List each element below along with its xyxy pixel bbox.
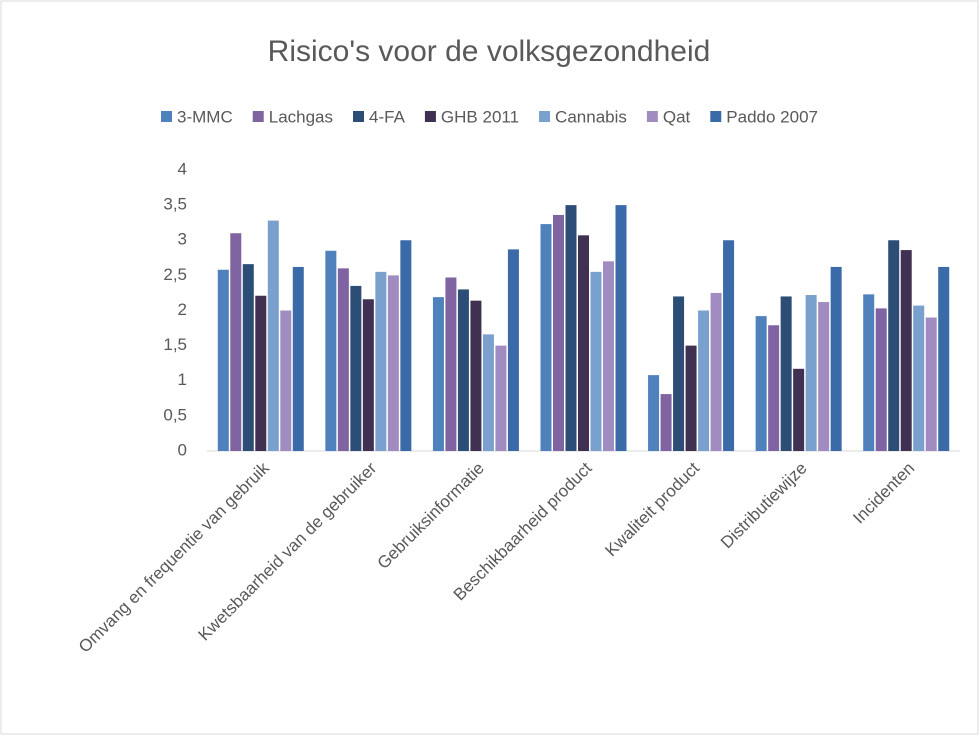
bar bbox=[457, 289, 469, 451]
legend-swatch bbox=[539, 111, 551, 122]
y-tick-label: 2,5 bbox=[163, 265, 187, 284]
bar bbox=[280, 310, 292, 451]
bar bbox=[660, 394, 672, 451]
bar bbox=[875, 308, 887, 451]
legend-label: Lachgas bbox=[269, 107, 333, 126]
bar bbox=[648, 375, 660, 451]
legend-label: GHB 2011 bbox=[441, 107, 519, 126]
bar bbox=[350, 285, 362, 451]
bar bbox=[938, 266, 950, 451]
bar bbox=[830, 266, 842, 451]
y-tick-label: 1 bbox=[178, 370, 187, 389]
bar bbox=[578, 235, 589, 451]
bar bbox=[723, 240, 735, 451]
y-tick-label: 0,5 bbox=[163, 405, 187, 424]
bar bbox=[495, 345, 507, 451]
bar bbox=[242, 264, 254, 451]
legend-swatch bbox=[353, 111, 365, 122]
bar bbox=[217, 269, 229, 451]
y-tick-label: 1,5 bbox=[163, 335, 187, 354]
legend: 3-MMC Lachgas 4-FA GHB 2011 Cannabis Qat Paddo… bbox=[161, 107, 818, 126]
bar bbox=[230, 233, 242, 451]
bar bbox=[900, 250, 912, 451]
legend-swatch bbox=[161, 111, 173, 122]
bar bbox=[698, 310, 710, 451]
bar bbox=[768, 325, 780, 451]
y-tick-label: 3 bbox=[178, 230, 187, 249]
bar bbox=[387, 275, 399, 451]
bar bbox=[755, 316, 767, 451]
bar bbox=[818, 302, 830, 451]
bar bbox=[362, 299, 374, 451]
legend-swatch bbox=[424, 111, 436, 122]
bar bbox=[337, 268, 349, 451]
bar bbox=[553, 214, 564, 451]
bar bbox=[685, 345, 697, 451]
bar bbox=[325, 250, 337, 451]
bar bbox=[445, 277, 457, 451]
legend-label: Qat bbox=[663, 107, 691, 126]
bar bbox=[780, 296, 792, 451]
legend-label: 4-FA bbox=[369, 107, 406, 126]
bar bbox=[507, 249, 519, 451]
legend-swatch bbox=[646, 111, 658, 122]
y-tick-label: 4 bbox=[178, 159, 187, 178]
y-tick-label: 0 bbox=[178, 440, 187, 459]
bar bbox=[615, 205, 627, 451]
legend-swatch bbox=[710, 111, 722, 122]
bar bbox=[793, 368, 805, 451]
bar bbox=[267, 220, 279, 451]
bar bbox=[913, 305, 925, 451]
y-tick-label: 2 bbox=[178, 300, 187, 319]
legend-label: Cannabis bbox=[555, 107, 627, 126]
bar bbox=[805, 295, 817, 451]
y-tick-label: 3,5 bbox=[163, 195, 187, 214]
bar bbox=[400, 240, 412, 451]
chart-title: Risico's voor de volksgezondheid bbox=[268, 35, 711, 68]
bar bbox=[565, 205, 577, 451]
legend-label: Paddo 2007 bbox=[726, 107, 818, 126]
bar bbox=[863, 294, 875, 451]
bar bbox=[375, 271, 387, 451]
bar bbox=[590, 271, 602, 451]
bar bbox=[482, 334, 494, 451]
legend-swatch bbox=[252, 111, 264, 122]
bar bbox=[540, 224, 552, 451]
bar bbox=[888, 240, 900, 451]
bar bbox=[925, 317, 937, 451]
bar bbox=[710, 292, 722, 451]
bar bbox=[673, 296, 685, 451]
bar bbox=[470, 300, 482, 451]
bar bbox=[432, 297, 444, 451]
bar bbox=[255, 295, 267, 451]
bar bbox=[603, 261, 614, 451]
legend-label: 3-MMC bbox=[177, 107, 233, 126]
bar bbox=[292, 266, 304, 451]
